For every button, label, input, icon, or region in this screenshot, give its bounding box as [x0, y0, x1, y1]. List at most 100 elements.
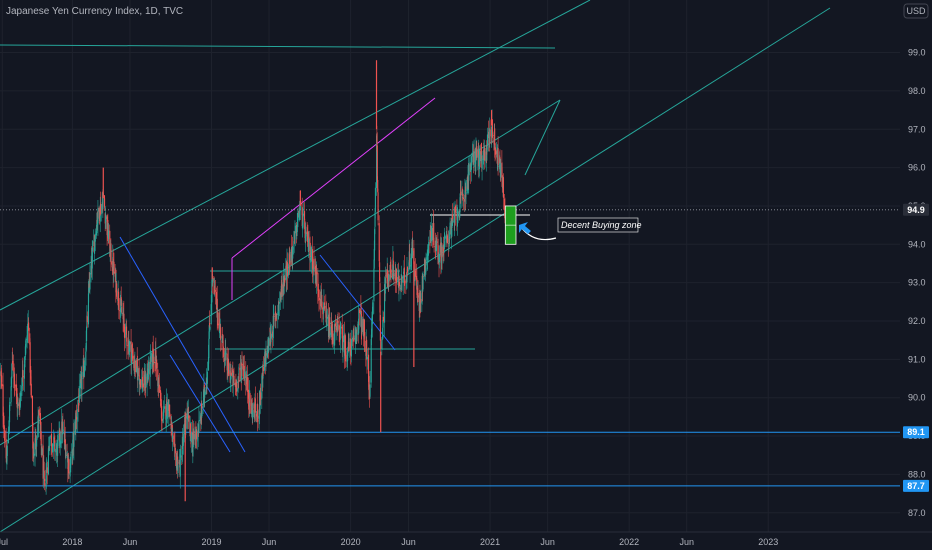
candle-body	[400, 284, 402, 291]
candle-body	[403, 267, 405, 283]
candle-body	[470, 169, 472, 171]
candle-body	[145, 376, 147, 389]
candle-body	[158, 384, 160, 393]
candle-body	[45, 467, 48, 473]
candle-body	[236, 382, 238, 392]
candle-body	[470, 156, 473, 170]
upper-channel-line[interactable]	[0, 0, 591, 311]
candle-body	[379, 262, 381, 282]
candle-body	[310, 247, 312, 262]
candle-body	[370, 339, 372, 383]
candle-body	[347, 350, 349, 353]
candle-body	[214, 289, 216, 292]
annotation-box[interactable]	[557, 217, 639, 233]
candle-body	[10, 386, 12, 403]
candle-body	[148, 361, 150, 374]
middle-channel-line[interactable]	[0, 99, 561, 446]
candle-body	[382, 327, 384, 338]
candle-body	[85, 343, 87, 352]
candle-body	[284, 278, 286, 283]
candle-body	[55, 450, 58, 452]
candle-body	[257, 420, 259, 422]
candle-body	[196, 430, 198, 440]
candle-body	[361, 316, 363, 333]
candle-body	[70, 451, 72, 453]
candle-body	[338, 324, 340, 330]
candle-body	[475, 149, 477, 159]
candle-body	[19, 405, 21, 408]
candle-body	[15, 384, 17, 391]
candle-body	[174, 444, 176, 447]
candle-body	[170, 416, 172, 430]
x-tick-label: Jun	[401, 537, 416, 547]
candle-body	[180, 455, 182, 457]
candle-body	[249, 393, 251, 403]
candle-body	[47, 448, 49, 475]
currency-button[interactable]	[903, 3, 929, 19]
candle-body	[379, 283, 381, 313]
candle-body	[451, 214, 453, 220]
candle-body	[382, 316, 384, 328]
candle-body	[108, 230, 110, 240]
candle-body	[345, 348, 347, 356]
candle-body	[292, 247, 294, 259]
candle-body	[425, 267, 427, 275]
candle-body	[301, 207, 303, 227]
candle-body	[473, 151, 475, 168]
y-axis-panel[interactable]	[900, 0, 932, 550]
candle-body	[462, 197, 464, 199]
candle-body	[84, 365, 86, 372]
projection-line[interactable]	[524, 99, 561, 176]
candle-body	[427, 246, 429, 250]
candle-body	[26, 335, 28, 340]
candle-body	[390, 271, 392, 278]
candle-body	[136, 359, 138, 369]
candle-body	[176, 461, 178, 470]
candle-body	[121, 306, 123, 313]
candle-body	[101, 204, 103, 214]
candle-body	[21, 385, 23, 396]
candle-body	[46, 467, 48, 473]
candle-body	[426, 253, 428, 260]
candle-body	[243, 369, 245, 371]
candle-body	[222, 346, 224, 358]
candle-body	[464, 190, 466, 199]
candle-body	[177, 465, 179, 474]
candle-body	[499, 156, 501, 164]
candle-body	[213, 281, 215, 289]
magenta-trendline[interactable]	[231, 97, 436, 259]
candle-body	[14, 385, 16, 387]
candle-body	[392, 273, 394, 279]
candle-body	[297, 219, 299, 222]
candle-body	[62, 429, 64, 431]
candle-body	[192, 439, 194, 445]
candle-body	[401, 280, 403, 282]
candle-body	[444, 235, 446, 239]
candle-body	[82, 365, 84, 377]
arrow-icon	[518, 221, 531, 234]
candle-body	[237, 388, 239, 392]
candle-body	[366, 357, 368, 359]
candle-body	[410, 257, 412, 267]
candle-body	[77, 403, 79, 408]
candle-body	[240, 367, 242, 371]
candle-body	[145, 384, 147, 387]
candle-body	[462, 197, 464, 199]
candle-body	[42, 465, 45, 478]
candle-body	[214, 286, 216, 288]
candle-body	[110, 261, 112, 265]
candle-body	[101, 201, 103, 203]
candle-body	[318, 298, 320, 301]
x-tick-label: 2019	[201, 537, 221, 547]
candle-body	[296, 232, 298, 234]
x-tick-label: Jun	[540, 537, 555, 547]
candle-body	[374, 229, 376, 251]
blue-trendline-b[interactable]	[169, 354, 231, 453]
candle-body	[270, 331, 272, 344]
blue-trendline-a[interactable]	[119, 236, 246, 453]
candle-body	[16, 396, 18, 408]
top-horizontal-line[interactable]	[0, 44, 556, 49]
candle-body	[194, 434, 196, 441]
